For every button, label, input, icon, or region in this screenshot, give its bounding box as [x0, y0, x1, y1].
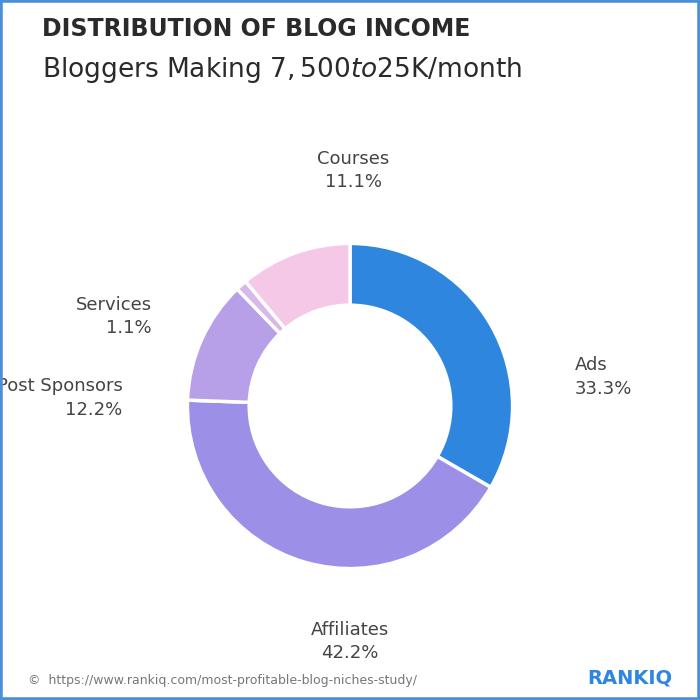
Wedge shape	[350, 244, 512, 487]
Text: Ads
33.3%: Ads 33.3%	[575, 356, 631, 398]
Text: Courses
11.1%: Courses 11.1%	[317, 150, 389, 191]
Text: ©  https://www.rankiq.com/most-profitable-blog-niches-study/: © https://www.rankiq.com/most-profitable…	[28, 674, 417, 687]
Wedge shape	[246, 244, 350, 329]
Wedge shape	[188, 289, 280, 402]
Wedge shape	[237, 281, 285, 333]
Text: Affiliates
42.2%: Affiliates 42.2%	[311, 621, 389, 662]
Text: Services
1.1%: Services 1.1%	[76, 296, 152, 337]
Text: DISTRIBUTION OF BLOG INCOME: DISTRIBUTION OF BLOG INCOME	[42, 18, 470, 41]
Text: Bloggers Making $7,500 to $25K/month: Bloggers Making $7,500 to $25K/month	[42, 55, 522, 85]
Text: Post Sponsors
12.2%: Post Sponsors 12.2%	[0, 377, 122, 419]
Wedge shape	[188, 400, 491, 568]
Text: RANKIQ: RANKIQ	[587, 668, 672, 687]
